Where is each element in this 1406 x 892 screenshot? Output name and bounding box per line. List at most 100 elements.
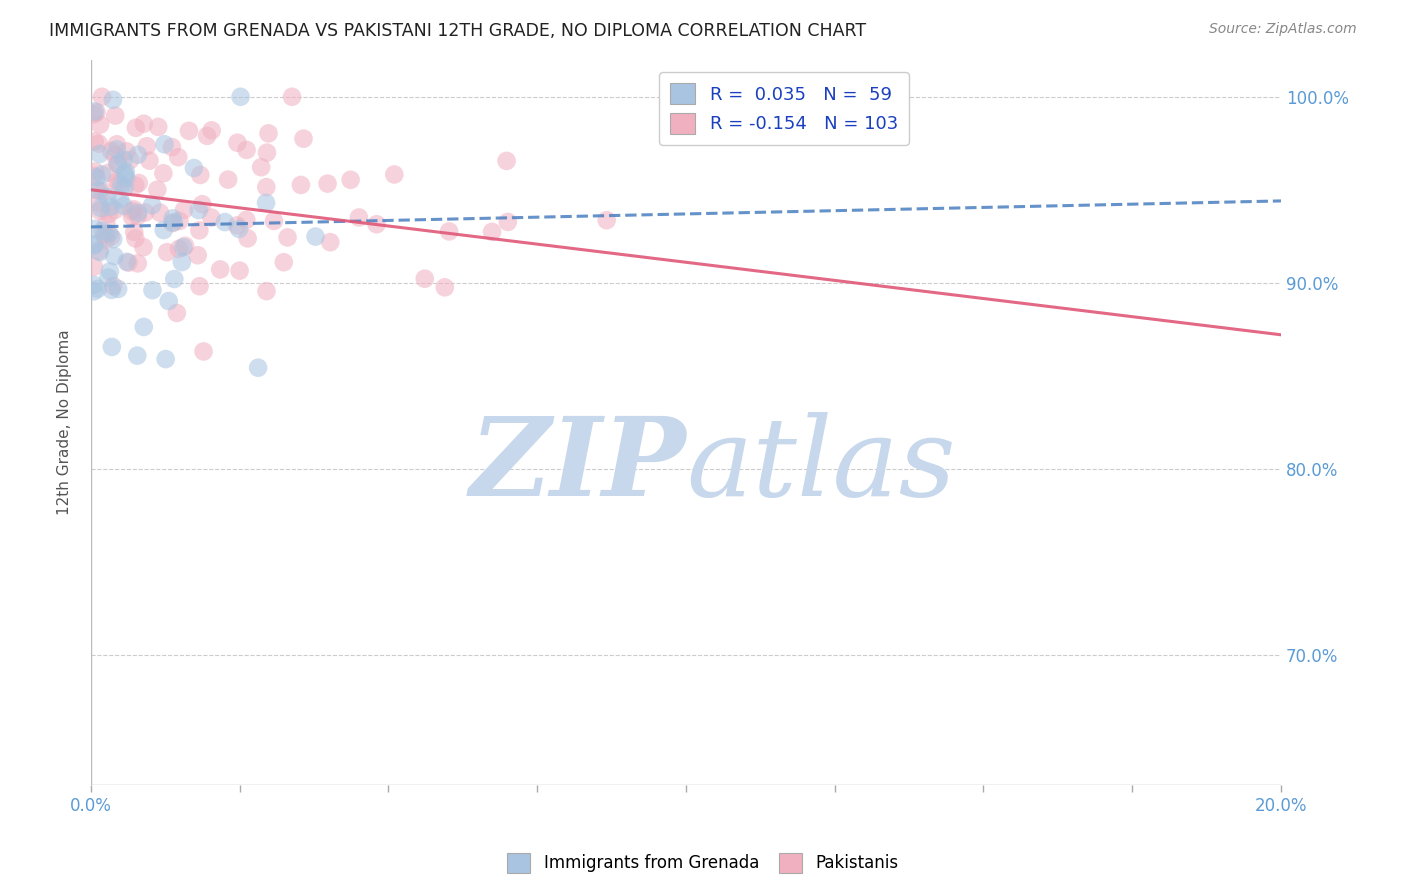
Point <box>114 167 136 181</box>
Point <box>115 145 138 159</box>
Point <box>93 227 115 242</box>
Point <box>112 153 135 167</box>
Point <box>83 285 105 299</box>
Point <box>87 136 110 151</box>
Point <box>148 120 170 134</box>
Point <box>228 222 250 236</box>
Point <box>193 344 215 359</box>
Point <box>97 166 120 180</box>
Point <box>108 192 131 206</box>
Point <box>84 222 107 236</box>
Point <box>292 131 315 145</box>
Point <box>98 264 121 278</box>
Point <box>117 255 139 269</box>
Point <box>91 90 114 104</box>
Point <box>86 170 108 185</box>
Point <box>121 210 143 224</box>
Point <box>152 166 174 180</box>
Point <box>101 279 124 293</box>
Point <box>496 215 519 229</box>
Point <box>96 190 118 204</box>
Legend: R =  0.035   N =  59, R = -0.154   N = 103: R = 0.035 N = 59, R = -0.154 N = 103 <box>659 72 908 145</box>
Point <box>263 214 285 228</box>
Point <box>228 263 250 277</box>
Point <box>89 203 111 218</box>
Point <box>107 174 129 188</box>
Point <box>89 147 111 161</box>
Point <box>217 172 239 186</box>
Point <box>229 90 252 104</box>
Point <box>132 320 155 334</box>
Legend: Immigrants from Grenada, Pakistanis: Immigrants from Grenada, Pakistanis <box>501 847 905 880</box>
Point <box>100 229 122 244</box>
Point <box>141 283 163 297</box>
Point <box>481 225 503 239</box>
Point <box>101 340 124 354</box>
Point <box>89 118 111 132</box>
Point <box>83 169 105 183</box>
Point <box>104 148 127 162</box>
Point <box>105 142 128 156</box>
Point <box>105 137 128 152</box>
Point <box>127 349 149 363</box>
Point <box>132 117 155 131</box>
Point <box>170 255 193 269</box>
Point <box>236 231 259 245</box>
Point <box>122 225 145 239</box>
Point <box>107 157 129 171</box>
Point <box>83 238 105 252</box>
Point <box>132 240 155 254</box>
Point <box>84 164 107 178</box>
Point <box>214 215 236 229</box>
Point <box>235 143 257 157</box>
Text: IMMIGRANTS FROM GRENADA VS PAKISTANI 12TH GRADE, NO DIPLOMA CORRELATION CHART: IMMIGRANTS FROM GRENADA VS PAKISTANI 12T… <box>49 22 866 40</box>
Point <box>226 136 249 150</box>
Point <box>115 170 138 185</box>
Point <box>188 279 211 293</box>
Point <box>290 178 312 192</box>
Point <box>162 211 184 226</box>
Point <box>114 180 136 194</box>
Point <box>195 128 218 143</box>
Point <box>138 153 160 168</box>
Point <box>188 223 211 237</box>
Point <box>83 107 105 121</box>
Point <box>167 150 190 164</box>
Point <box>153 137 176 152</box>
Point <box>98 207 121 221</box>
Point <box>160 140 183 154</box>
Text: ZIP: ZIP <box>470 412 686 519</box>
Point <box>304 229 326 244</box>
Text: atlas: atlas <box>686 412 956 519</box>
Point <box>183 161 205 175</box>
Point <box>247 360 270 375</box>
Point <box>108 177 131 191</box>
Point <box>134 205 156 219</box>
Point <box>127 256 149 270</box>
Point <box>115 255 138 269</box>
Point <box>86 183 108 197</box>
Point <box>209 262 232 277</box>
Point <box>124 178 146 193</box>
Point <box>101 93 124 107</box>
Point <box>100 144 122 158</box>
Point <box>124 231 146 245</box>
Point <box>188 168 211 182</box>
Point <box>127 147 149 161</box>
Point <box>167 242 190 256</box>
Point <box>157 294 180 309</box>
Point <box>125 120 148 135</box>
Point <box>97 270 120 285</box>
Point <box>83 237 105 252</box>
Point <box>596 213 619 227</box>
Point <box>127 206 149 220</box>
Point <box>141 198 163 212</box>
Point <box>254 180 277 194</box>
Point <box>91 224 114 238</box>
Point <box>200 211 222 225</box>
Point <box>177 124 200 138</box>
Point <box>226 219 249 233</box>
Point <box>110 178 132 193</box>
Point <box>135 139 157 153</box>
Point <box>96 217 118 231</box>
